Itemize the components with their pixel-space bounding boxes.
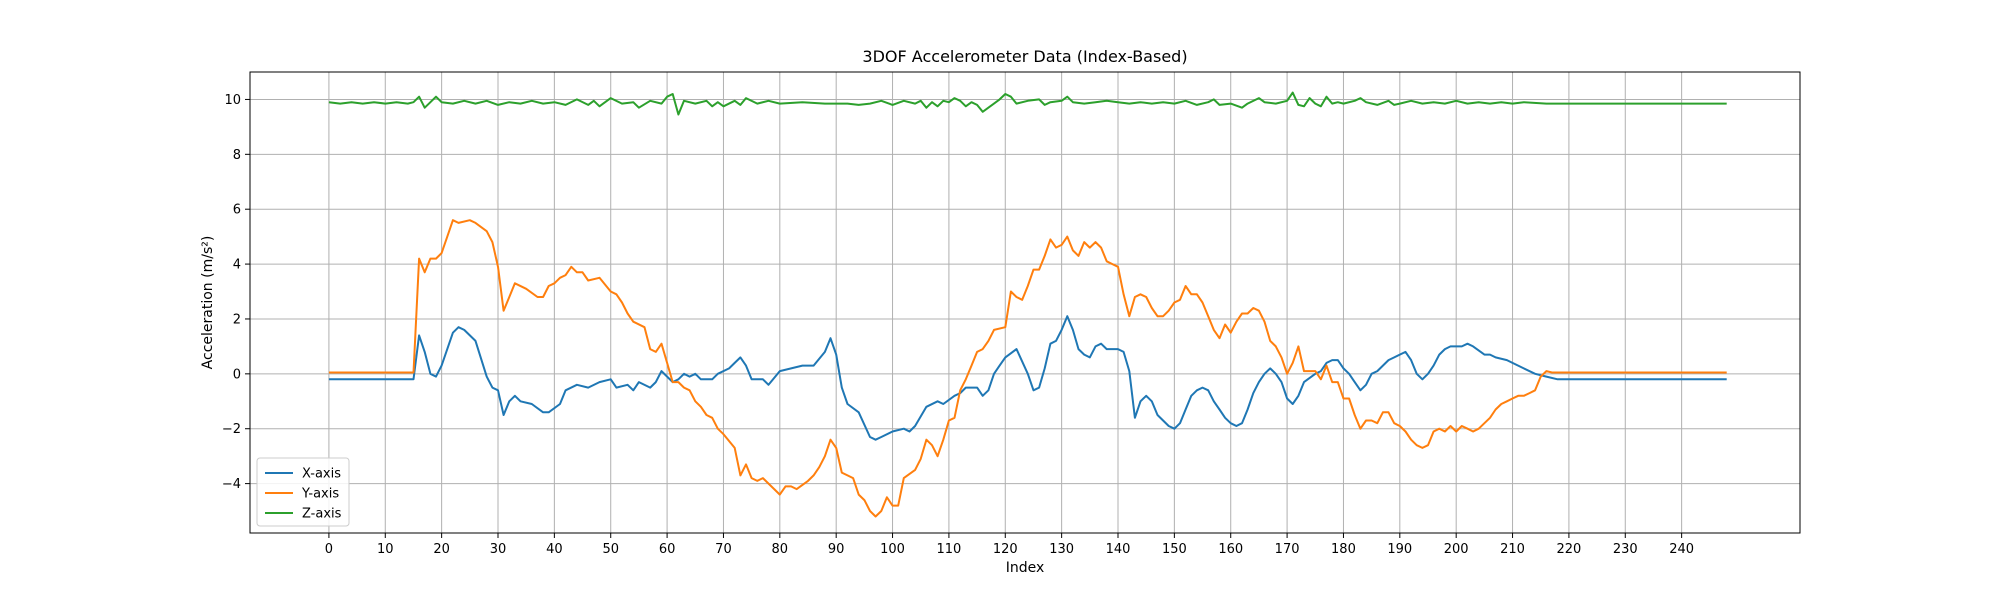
x-tick-label: 130 [1049, 542, 1074, 557]
x-tick-label: 240 [1669, 542, 1694, 557]
y-tick-label: 0 [233, 367, 241, 382]
x-tick-label: 80 [772, 542, 789, 557]
x-tick-label: 110 [936, 542, 961, 557]
x-tick-label: 160 [1218, 542, 1243, 557]
x-tick-label: 0 [325, 542, 333, 557]
series-lines [328, 91, 1727, 518]
x-tick-label: 40 [546, 542, 563, 557]
y-tick-label: 8 [233, 148, 241, 163]
x-tick-label: 90 [828, 542, 845, 557]
y-tick-label: 2 [233, 312, 241, 327]
plot-area-frame [249, 71, 1801, 534]
x-tick-label: 60 [659, 542, 676, 557]
x-tick-label: 140 [1106, 542, 1131, 557]
legend-label: Y-axis [301, 487, 339, 502]
y-tick-label: 6 [233, 203, 241, 218]
x-tick-label: 210 [1500, 542, 1525, 557]
y-tick-label: 4 [233, 258, 241, 273]
series-line-x-axis [328, 315, 1727, 441]
x-tick-label: 180 [1331, 542, 1356, 557]
y-tick-label: 10 [224, 93, 241, 108]
legend-label: X-axis [302, 467, 341, 482]
axis-ticks: 0 10 20 30 40 50 60 70 80 90 100 110 120 130 140 150 160… [222, 93, 1694, 557]
chart-title: 3DOF Accelerometer Data (Index-Based) [862, 47, 1187, 66]
x-tick-label: 220 [1556, 542, 1581, 557]
legend-label: Z-axis [302, 507, 342, 522]
x-tick-label: 230 [1613, 542, 1638, 557]
y-tick-label: −2 [222, 422, 241, 437]
x-tick-label: 190 [1387, 542, 1412, 557]
x-axis-label: Index [1006, 560, 1045, 576]
x-tick-label: 120 [993, 542, 1018, 557]
legend: X-axis Y-axis Z-axis [256, 457, 350, 527]
x-tick-label: 10 [377, 542, 394, 557]
x-tick-label: 50 [602, 542, 619, 557]
x-tick-label: 30 [490, 542, 507, 557]
y-axis-label: Acceleration (m/s²) [200, 236, 216, 370]
series-line-y-axis [328, 219, 1727, 518]
x-tick-label: 100 [880, 542, 905, 557]
grid-lines [250, 72, 1800, 533]
legend-box [256, 457, 350, 527]
x-tick-label: 20 [433, 542, 450, 557]
x-tick-label: 200 [1444, 542, 1469, 557]
y-tick-label: −4 [222, 477, 241, 492]
x-tick-label: 170 [1275, 542, 1300, 557]
series-line-z-axis [328, 91, 1727, 116]
x-tick-label: 150 [1162, 542, 1187, 557]
x-tick-label: 70 [715, 542, 732, 557]
